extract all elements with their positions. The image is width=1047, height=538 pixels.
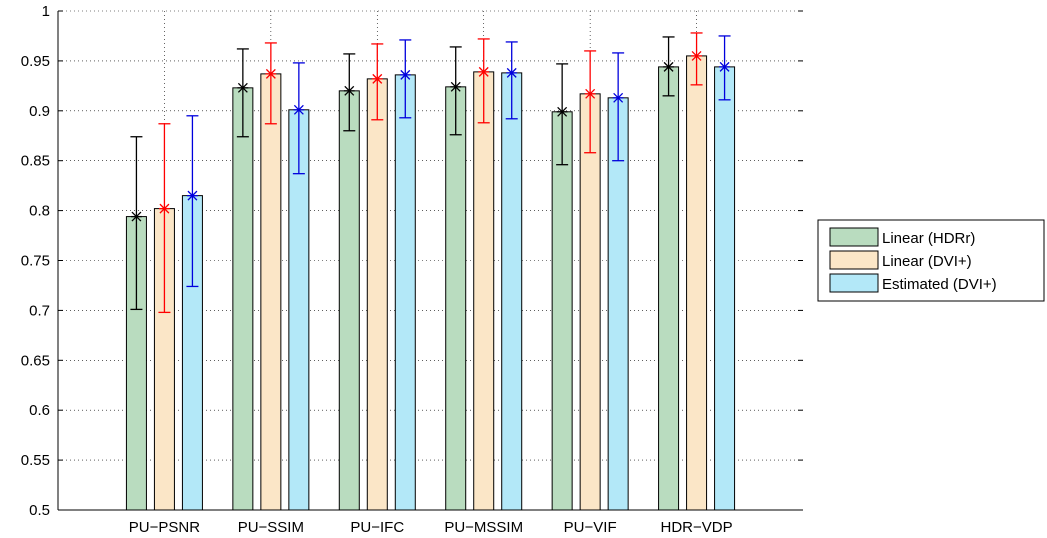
error-bar — [130, 136, 143, 311]
error-bar — [236, 48, 249, 138]
error-bar — [662, 36, 675, 97]
x-tick-labels: PU−PSNR PU−SSIM PU−IFC PU−MSSIM PU−VIF HDR−VD… — [129, 519, 733, 536]
error-bar — [186, 115, 199, 288]
error-bar — [505, 41, 518, 120]
bar — [445, 86, 467, 511]
y-tick-label: 0.6 — [29, 402, 50, 419]
error-bar — [612, 52, 625, 162]
error-bar — [556, 63, 569, 166]
error-bar — [690, 32, 703, 86]
y-tick-label: 0.7 — [29, 302, 50, 319]
bar — [394, 74, 416, 511]
legend-swatch — [829, 250, 879, 270]
y-tick-label: 0.65 — [21, 352, 50, 369]
error-bar — [584, 50, 597, 154]
bar — [260, 73, 282, 511]
y-tick-label: 0.5 — [29, 502, 50, 519]
error-bar — [449, 46, 462, 136]
error-bar — [718, 35, 731, 101]
bar — [551, 111, 573, 511]
error-bars — [130, 32, 731, 314]
y-tick-label: 0.85 — [21, 153, 50, 170]
legend-swatch — [829, 227, 879, 247]
x-tick-label: HDR−VDP — [661, 519, 733, 536]
error-bar — [343, 53, 356, 132]
bars — [125, 55, 736, 511]
x-tick-label: PU−IFC — [350, 519, 404, 536]
y-tick-label: 0.75 — [21, 253, 50, 270]
x-tick-label: PU−VIF — [564, 519, 617, 536]
y-tick-labels: 0.5 0.55 0.6 0.65 0.7 0.75 0.8 0.85 0.9 0.95 1 — [21, 3, 50, 519]
axes — [57, 10, 803, 511]
y-tick-label: 0.9 — [29, 103, 50, 120]
bar — [366, 78, 388, 511]
bar — [579, 93, 601, 511]
error-bar — [292, 62, 305, 175]
y-tick-label: 0.55 — [21, 452, 50, 469]
error-bar — [371, 43, 384, 121]
error-bar — [264, 42, 277, 125]
legend-label: Linear (HDRr) — [882, 230, 975, 247]
legend-label: Linear (DVI+) — [882, 253, 972, 270]
y-tick-label: 0.8 — [29, 203, 50, 220]
error-bar — [399, 39, 412, 119]
error-bar — [158, 123, 171, 314]
bar — [714, 66, 736, 511]
bar — [501, 72, 523, 511]
y-tick-label: 0.95 — [21, 53, 50, 70]
error-bar — [477, 38, 490, 124]
bar — [232, 87, 254, 511]
bar — [473, 71, 495, 511]
bar — [338, 90, 360, 511]
bar — [658, 66, 680, 511]
x-tick-label: PU−SSIM — [238, 519, 304, 536]
legend-label: Estimated (DVI+) — [882, 276, 997, 293]
x-tick-label: PU−PSNR — [129, 519, 200, 536]
x-tick-label: PU−MSSIM — [444, 519, 523, 536]
legend: Linear (HDRr) Linear (DVI+) Estimated (DVI… — [817, 219, 1045, 302]
legend-swatch — [829, 273, 879, 293]
y-tick-label: 1 — [42, 3, 50, 20]
bar — [686, 55, 708, 511]
